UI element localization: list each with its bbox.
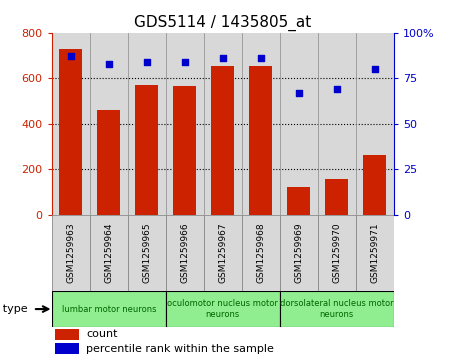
- Bar: [52, 291, 166, 327]
- Bar: [97, 110, 120, 215]
- Bar: [52, 215, 90, 291]
- Bar: [166, 215, 204, 291]
- Text: GSM1259971: GSM1259971: [370, 223, 379, 283]
- Text: GSM1259964: GSM1259964: [104, 223, 113, 283]
- Text: GSM1259965: GSM1259965: [142, 223, 151, 283]
- Bar: [288, 187, 310, 215]
- Bar: [280, 33, 318, 215]
- Text: dorsolateral nucleus motor
neurons: dorsolateral nucleus motor neurons: [280, 299, 394, 319]
- Point: [295, 90, 302, 95]
- Bar: [356, 215, 394, 291]
- Point: [105, 61, 112, 66]
- Bar: [128, 33, 166, 215]
- Bar: [59, 49, 82, 215]
- Bar: [363, 155, 386, 215]
- Text: GSM1259968: GSM1259968: [256, 223, 265, 283]
- Bar: [90, 33, 128, 215]
- Point: [181, 59, 189, 65]
- Text: lumbar motor neurons: lumbar motor neurons: [62, 305, 156, 314]
- Point: [333, 86, 340, 92]
- Bar: [242, 215, 280, 291]
- Bar: [135, 85, 158, 215]
- Title: GDS5114 / 1435805_at: GDS5114 / 1435805_at: [134, 15, 311, 31]
- Bar: [166, 291, 280, 327]
- Text: count: count: [86, 330, 117, 339]
- Text: percentile rank within the sample: percentile rank within the sample: [86, 344, 274, 354]
- Text: GSM1259967: GSM1259967: [218, 223, 227, 283]
- Bar: [204, 215, 242, 291]
- Text: oculomotor nucleus motor
neurons: oculomotor nucleus motor neurons: [167, 299, 278, 319]
- Bar: [55, 343, 79, 354]
- Bar: [90, 215, 128, 291]
- Bar: [173, 86, 196, 215]
- Point: [143, 59, 150, 65]
- Bar: [212, 66, 234, 215]
- Text: GSM1259970: GSM1259970: [332, 223, 341, 283]
- Bar: [325, 179, 348, 215]
- Bar: [280, 291, 394, 327]
- Bar: [356, 33, 394, 215]
- Point: [67, 53, 74, 59]
- Text: GSM1259969: GSM1259969: [294, 223, 303, 283]
- Bar: [128, 215, 166, 291]
- Bar: [318, 33, 356, 215]
- Text: cell type: cell type: [0, 304, 28, 314]
- Text: GSM1259966: GSM1259966: [180, 223, 189, 283]
- Bar: [55, 329, 79, 340]
- Bar: [52, 33, 90, 215]
- Point: [219, 55, 226, 61]
- Point: [371, 66, 378, 72]
- Bar: [204, 33, 242, 215]
- Bar: [242, 33, 280, 215]
- Point: [257, 55, 264, 61]
- Bar: [280, 215, 318, 291]
- Text: GSM1259963: GSM1259963: [66, 223, 75, 283]
- Bar: [166, 33, 204, 215]
- Bar: [249, 66, 272, 215]
- Bar: [318, 215, 356, 291]
